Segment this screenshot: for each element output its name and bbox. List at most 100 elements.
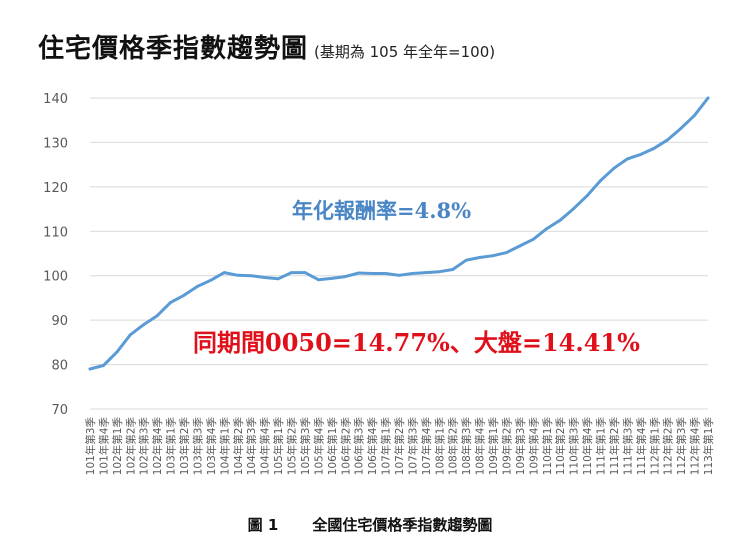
data-point (411, 272, 414, 275)
data-point (222, 271, 226, 275)
x-tick-label: 108年第1季 (433, 417, 446, 476)
x-tick-label: 101年第4季 (97, 417, 110, 476)
data-point (102, 364, 105, 367)
data-point (706, 96, 710, 100)
x-tick-label: 104年第1季 (218, 417, 231, 476)
data-point (209, 278, 213, 282)
data-point (437, 270, 441, 274)
chart-subtitle: (基期為 105 年全年=100) (314, 43, 496, 61)
data-point (397, 273, 401, 277)
data-point (693, 113, 696, 117)
data-point (182, 293, 186, 297)
chart-title-block: 住宅價格季指數趨勢圖 (基期為 105 年全年=100) (38, 28, 495, 65)
figure-number: 圖 1 (247, 516, 279, 534)
data-point (491, 254, 495, 258)
x-tick-label: 104年第4季 (259, 417, 272, 476)
data-point (330, 276, 334, 280)
x-tick-label: 106年第4季 (366, 417, 379, 476)
x-tick-label: 103年第4季 (205, 417, 218, 476)
y-tick-label: 120 (43, 181, 68, 196)
x-tick-label: 107年第4季 (420, 417, 433, 476)
data-point (357, 271, 361, 275)
data-point (128, 333, 132, 337)
data-point (639, 153, 643, 156)
data-point (478, 256, 482, 259)
y-tick-label: 110 (43, 225, 68, 240)
data-point (545, 227, 549, 231)
data-point (599, 179, 602, 183)
data-point (155, 314, 159, 318)
data-point (249, 274, 253, 278)
data-point (88, 367, 92, 371)
y-tick-label: 90 (51, 314, 68, 329)
data-point (290, 271, 293, 275)
x-tick-label: 111年第4季 (635, 417, 648, 476)
y-tick-label: 140 (43, 92, 68, 107)
x-tick-label: 104年第2季 (232, 417, 245, 476)
x-tick-label: 110年第3季 (568, 417, 581, 476)
x-tick-label: 105年第4季 (312, 417, 325, 476)
y-tick-label: 130 (43, 136, 68, 151)
data-point (558, 218, 562, 222)
figure-caption: 圖 1 全國住宅價格季指數趨勢圖 (0, 514, 740, 535)
x-tick-label: 103年第3季 (191, 417, 204, 476)
data-point (652, 146, 656, 150)
x-tick-label: 106年第3季 (353, 417, 366, 476)
y-tick-label: 100 (43, 270, 68, 285)
data-point (585, 194, 589, 198)
x-tick-label: 108年第4季 (474, 417, 487, 476)
x-tick-label: 106年第1季 (326, 417, 339, 476)
x-tick-label: 107年第1季 (380, 417, 393, 476)
data-point (169, 300, 173, 304)
data-point (451, 268, 455, 271)
data-point (464, 258, 468, 262)
y-tick-label: 70 (51, 403, 68, 418)
figure-caption-text: 全國住宅價格季指數趨勢圖 (312, 516, 493, 534)
data-point (424, 271, 428, 275)
x-tick-label: 112年第4季 (689, 417, 702, 476)
x-tick-label: 109年第3季 (514, 417, 527, 476)
x-tick-label: 108年第3季 (460, 417, 473, 476)
x-tick-label: 109年第4季 (527, 417, 540, 476)
x-tick-label: 111年第1季 (595, 417, 608, 476)
x-tick-label: 102年第2季 (124, 417, 137, 476)
x-tick-label: 108年第2季 (447, 417, 460, 476)
data-point (142, 323, 146, 326)
y-tick-label: 80 (51, 359, 68, 374)
data-point (263, 276, 267, 279)
x-tick-label: 105年第2季 (286, 417, 299, 476)
x-tick-label: 102年第1季 (111, 417, 124, 476)
data-point (572, 207, 576, 211)
data-point (236, 273, 240, 277)
data-point (303, 271, 307, 275)
x-tick-label: 109年第1季 (487, 417, 500, 476)
data-point (612, 166, 616, 170)
x-tick-label: 103年第1季 (165, 417, 178, 476)
data-point (384, 272, 387, 275)
annotation-annual-return: 年化報酬率=4.8% (292, 198, 471, 223)
annotation-benchmark-return: 同期間0050=14.77%、大盤=14.41% (193, 328, 640, 357)
x-tick-label: 111年第3季 (621, 417, 634, 476)
x-tick-label: 112年第3季 (675, 417, 688, 476)
data-point (679, 126, 683, 130)
x-tick-label: 113年第1季 (702, 417, 715, 476)
data-point (316, 278, 320, 282)
data-point (196, 284, 199, 288)
data-point (115, 350, 119, 354)
x-tick-label: 111年第2季 (608, 417, 621, 476)
x-tick-label: 109年第2季 (500, 417, 513, 476)
x-tick-label: 110年第2季 (554, 417, 567, 476)
data-point (518, 244, 522, 248)
data-point (370, 272, 374, 275)
x-tick-label: 104年第3季 (245, 417, 258, 476)
data-point (666, 138, 670, 142)
x-tick-label: 101年第3季 (84, 417, 97, 476)
x-tick-label: 112年第2季 (662, 417, 675, 476)
x-tick-label: 102年第3季 (138, 417, 151, 476)
x-tick-label: 105年第3季 (299, 417, 312, 476)
x-tick-label: 112年第1季 (648, 417, 661, 476)
x-tick-label: 106年第2季 (339, 417, 352, 476)
data-point (276, 277, 280, 281)
data-point (531, 237, 535, 241)
